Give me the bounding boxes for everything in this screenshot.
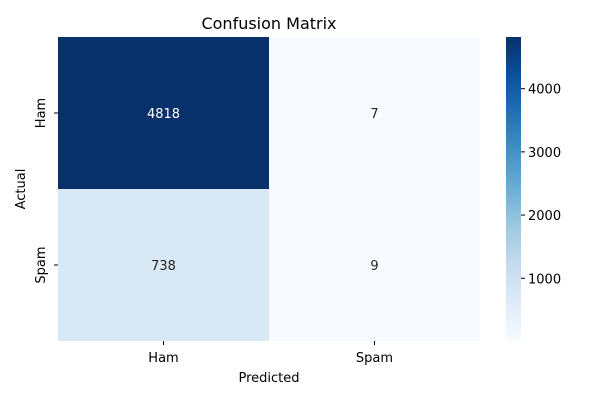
- colorbar-tick-label-0: 1000: [528, 272, 561, 287]
- colorbar-tick-label-3: 4000: [528, 83, 561, 98]
- colorbar-tick-label-1: 2000: [528, 209, 561, 224]
- x-axis-ticks: Ham Spam: [148, 341, 393, 366]
- heatmap-cell-label-1-0: 738: [151, 259, 176, 274]
- y-axis-ticks: Ham Spam: [34, 98, 58, 284]
- y-tick-label-0: Ham: [34, 98, 49, 128]
- heatmap-cell-1-1: [269, 189, 480, 341]
- x-tick-label-1: Spam: [356, 351, 393, 366]
- heatmap-cell-label-1-1: 9: [370, 259, 378, 274]
- chart-title: Confusion Matrix: [201, 14, 336, 33]
- heatmap-cell-label-0-1: 7: [370, 107, 378, 122]
- heatmap-cell-1-0: [58, 189, 269, 341]
- y-axis-label: Actual: [14, 169, 29, 210]
- heatmap-cell-labels: 4818 7 738 9: [147, 107, 379, 274]
- colorbar: [506, 37, 521, 341]
- colorbar-tick-label-2: 3000: [528, 146, 561, 161]
- y-tick-label-1: Spam: [34, 246, 49, 283]
- heatmap-cells: [58, 37, 480, 341]
- x-tick-label-0: Ham: [148, 351, 178, 366]
- x-axis-label: Predicted: [238, 371, 299, 386]
- heatmap-cell-0-1: [269, 37, 480, 189]
- colorbar-ticks: 1000 2000 3000 4000: [521, 83, 561, 287]
- heatmap-cell-label-0-0: 4818: [147, 107, 180, 122]
- heatmap-cell-0-0: [58, 37, 269, 189]
